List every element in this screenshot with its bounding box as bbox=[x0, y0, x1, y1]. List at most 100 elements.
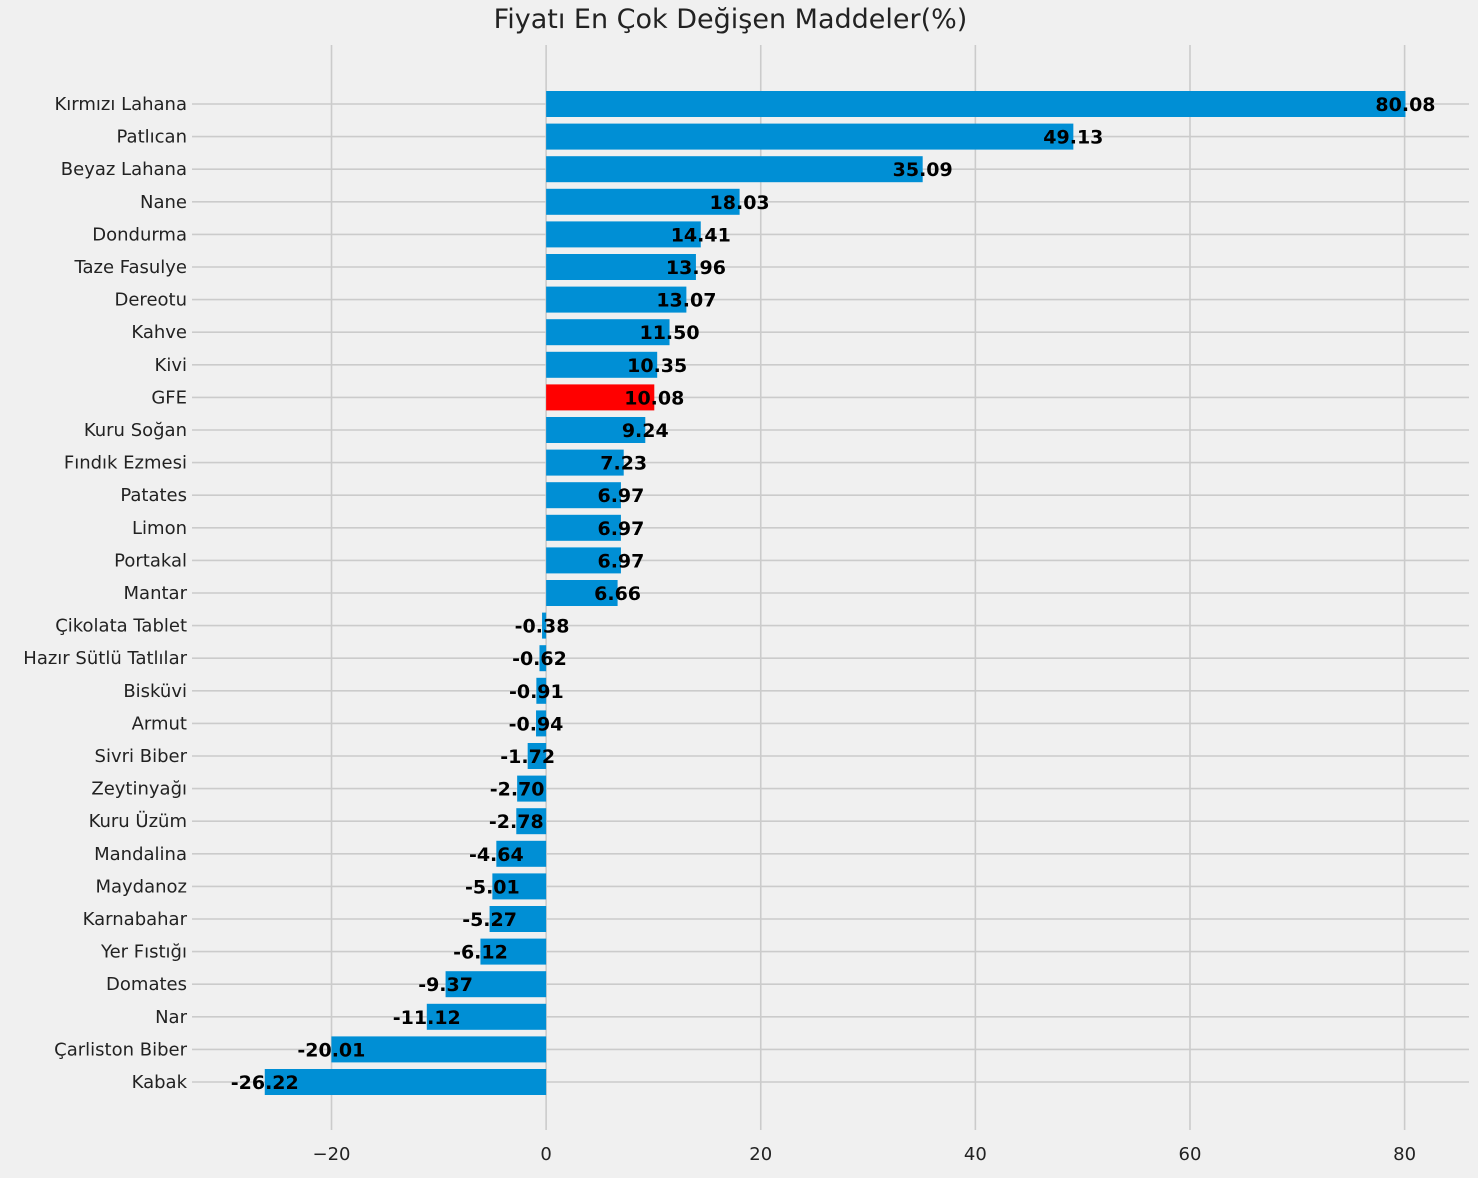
label-layer: −20 0 20 40 60 80 Kırmızı Lahana 80.08 Patlıcan 4… bbox=[23, 94, 1435, 1165]
value-label: 6.97 bbox=[597, 550, 644, 572]
value-label: -1.72 bbox=[500, 746, 555, 768]
category-label: Armut bbox=[132, 713, 187, 734]
value-label: 6.66 bbox=[594, 583, 641, 605]
category-label: Fındık Ezmesi bbox=[64, 453, 187, 474]
value-label: -4.64 bbox=[469, 844, 524, 866]
category-label: Dondurma bbox=[92, 224, 187, 245]
category-label: Kuru Üzüm bbox=[89, 810, 187, 832]
value-label: -0.91 bbox=[509, 681, 564, 703]
value-label: -5.01 bbox=[465, 876, 520, 898]
value-label: 7.23 bbox=[600, 453, 647, 475]
category-label: Çikolata Tablet bbox=[55, 616, 187, 637]
category-label: Patlıcan bbox=[117, 127, 187, 148]
category-label: Hazır Sütlü Tatlılar bbox=[23, 648, 187, 669]
value-label: -11.12 bbox=[393, 1007, 461, 1029]
bar bbox=[536, 677, 547, 704]
value-label: -0.62 bbox=[512, 648, 567, 670]
value-label: 80.08 bbox=[1375, 94, 1435, 116]
bar bbox=[426, 1003, 547, 1030]
bar bbox=[527, 743, 547, 769]
value-label: 13.07 bbox=[656, 290, 716, 312]
category-label: Kuru Soğan bbox=[84, 420, 187, 441]
value-label: 11.50 bbox=[639, 322, 699, 344]
bar bbox=[546, 254, 696, 280]
bar bbox=[546, 384, 655, 411]
x-tick-label: 80 bbox=[1393, 1144, 1416, 1165]
bar bbox=[546, 514, 621, 541]
category-label: Kahve bbox=[131, 322, 187, 343]
grid-layer bbox=[192, 45, 1469, 1130]
chart-title: Fiyatı En Çok Değişen Maddeler(%) bbox=[493, 4, 968, 35]
category-label: Maydanoz bbox=[95, 876, 187, 897]
x-tick-label: 60 bbox=[1179, 1144, 1202, 1165]
bar bbox=[546, 286, 687, 313]
bar bbox=[536, 710, 547, 737]
bar bbox=[264, 1069, 547, 1095]
bar bbox=[546, 123, 1074, 150]
category-label: Nar bbox=[155, 1007, 187, 1028]
bar bbox=[492, 873, 547, 900]
bar bbox=[445, 971, 547, 998]
bar bbox=[546, 91, 1406, 117]
category-label: Dereotu bbox=[115, 290, 188, 311]
category-label: Nane bbox=[140, 192, 187, 213]
category-label: Mantar bbox=[124, 583, 188, 604]
bar bbox=[516, 808, 547, 835]
value-label: -9.37 bbox=[418, 974, 473, 996]
value-label: 10.35 bbox=[627, 355, 687, 377]
category-label: Kabak bbox=[132, 1072, 188, 1093]
value-label: 49.13 bbox=[1043, 127, 1103, 149]
value-label: -5.27 bbox=[462, 909, 517, 931]
bar bbox=[546, 580, 618, 606]
category-label: Çarliston Biber bbox=[54, 1039, 187, 1060]
value-label: 14.41 bbox=[671, 224, 731, 246]
bar bbox=[489, 906, 547, 932]
bar bbox=[546, 417, 646, 443]
category-label: Yer Fıstığı bbox=[100, 942, 187, 963]
bar bbox=[331, 1036, 547, 1063]
bar bbox=[546, 319, 670, 346]
value-label: 35.09 bbox=[893, 159, 953, 181]
bar bbox=[542, 612, 547, 639]
category-label: Taze Fasulye bbox=[73, 257, 187, 278]
category-label: Sivri Biber bbox=[95, 746, 188, 767]
x-tick-label: 0 bbox=[540, 1144, 551, 1165]
bar bbox=[546, 156, 923, 183]
bar bbox=[546, 547, 621, 574]
value-label: -6.12 bbox=[453, 942, 508, 964]
value-label: -26.22 bbox=[231, 1072, 299, 1094]
bar bbox=[517, 775, 547, 802]
category-label: Karnabahar bbox=[83, 909, 188, 930]
category-label: Bisküvi bbox=[123, 681, 187, 702]
category-label: Kivi bbox=[155, 355, 187, 376]
value-label: 10.08 bbox=[624, 387, 684, 409]
value-label: -2.70 bbox=[490, 779, 545, 801]
bar bbox=[546, 221, 701, 248]
bar bbox=[546, 449, 624, 476]
bar bbox=[546, 351, 658, 378]
value-label: -2.78 bbox=[489, 811, 544, 833]
category-label: Mandalina bbox=[94, 844, 187, 865]
value-label: 6.97 bbox=[597, 485, 644, 507]
value-label: 6.97 bbox=[597, 518, 644, 540]
category-label: Zeytinyağı bbox=[91, 779, 187, 800]
x-tick-label: −20 bbox=[313, 1144, 351, 1165]
bar-layer bbox=[264, 91, 1406, 1095]
category-label: Patates bbox=[120, 485, 187, 506]
category-label: Domates bbox=[106, 974, 187, 995]
category-label: Beyaz Lahana bbox=[61, 159, 187, 180]
category-label: Limon bbox=[132, 518, 187, 539]
x-tick-label: 40 bbox=[964, 1144, 987, 1165]
category-label: GFE bbox=[151, 387, 187, 408]
value-label: 9.24 bbox=[622, 420, 669, 442]
value-label: 18.03 bbox=[710, 192, 770, 214]
value-label: -0.94 bbox=[509, 713, 564, 735]
value-label: -0.38 bbox=[515, 616, 570, 638]
value-label: -20.01 bbox=[297, 1039, 365, 1061]
bar bbox=[539, 645, 547, 672]
bar bbox=[496, 840, 547, 867]
value-label: 13.96 bbox=[666, 257, 726, 279]
bar bbox=[546, 188, 740, 215]
